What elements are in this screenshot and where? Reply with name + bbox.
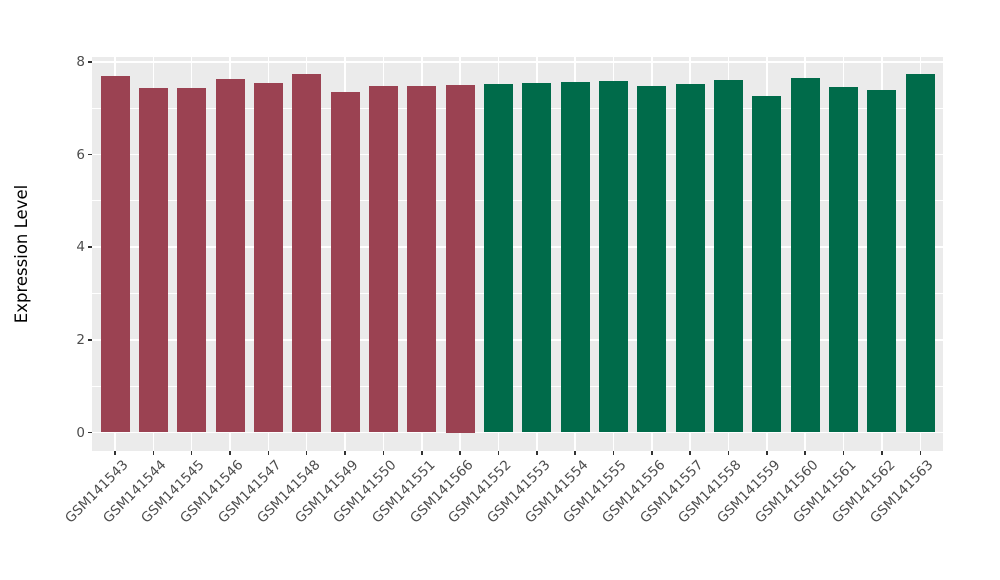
- plot-panel: [92, 57, 943, 451]
- gridline-major: [92, 431, 943, 434]
- bar: [675, 84, 705, 433]
- bar: [215, 79, 245, 433]
- bar: [790, 77, 820, 433]
- bar: [522, 83, 552, 433]
- bar: [100, 76, 130, 433]
- x-tick-mark: [421, 451, 423, 455]
- bar: [560, 81, 590, 433]
- gridline-minor: [92, 107, 943, 109]
- bar: [483, 83, 513, 433]
- x-tick-mark: [919, 451, 922, 455]
- bar: [138, 87, 168, 433]
- x-tick-mark: [152, 451, 155, 455]
- y-tick-label: 4: [76, 239, 85, 256]
- x-tick-mark: [229, 451, 231, 455]
- y-tick-label: 0: [76, 424, 85, 441]
- y-tick-mark: [88, 61, 92, 63]
- bar: [292, 74, 322, 433]
- x-tick-mark: [344, 451, 346, 455]
- bar: [637, 85, 667, 433]
- x-tick-mark: [382, 451, 385, 455]
- bar: [599, 81, 628, 433]
- x-tick-mark: [574, 451, 576, 455]
- x-tick-mark: [689, 451, 691, 455]
- x-tick-mark: [651, 451, 653, 455]
- x-tick-mark: [536, 451, 538, 455]
- bar: [330, 92, 360, 433]
- bar: [829, 86, 859, 433]
- bar: [253, 82, 283, 433]
- y-tick-label: 6: [76, 146, 85, 163]
- x-tick-mark: [727, 451, 730, 455]
- x-tick-mark: [114, 451, 116, 455]
- y-tick-mark: [88, 246, 92, 248]
- bar: [368, 86, 398, 433]
- gridline-major: [92, 339, 943, 341]
- gridline-major: [92, 246, 943, 248]
- x-tick-mark: [612, 451, 615, 455]
- bar: [445, 85, 475, 433]
- x-tick-mark: [305, 451, 308, 455]
- y-tick-label: 8: [76, 53, 85, 70]
- x-tick-mark: [804, 451, 806, 455]
- y-tick-label: 2: [76, 331, 85, 348]
- bar: [407, 86, 437, 433]
- x-tick-mark: [459, 451, 461, 455]
- gridline-minor: [92, 200, 943, 202]
- bar: [177, 87, 207, 433]
- gridline-minor: [92, 385, 943, 387]
- gridline-major: [92, 153, 943, 156]
- gridline-minor: [92, 293, 943, 294]
- bar: [905, 74, 935, 433]
- x-tick-mark: [766, 451, 768, 455]
- gridline-major: [92, 61, 943, 63]
- x-tick-mark: [881, 451, 883, 455]
- x-tick-mark: [842, 451, 845, 455]
- y-tick-mark: [88, 339, 92, 341]
- bar: [752, 96, 782, 433]
- bar: [867, 89, 897, 433]
- x-tick-mark: [267, 451, 270, 455]
- x-tick-mark: [190, 451, 193, 455]
- bar: [714, 79, 744, 433]
- y-tick-mark: [88, 153, 92, 156]
- y-tick-mark: [88, 431, 92, 434]
- x-tick-mark: [497, 451, 500, 455]
